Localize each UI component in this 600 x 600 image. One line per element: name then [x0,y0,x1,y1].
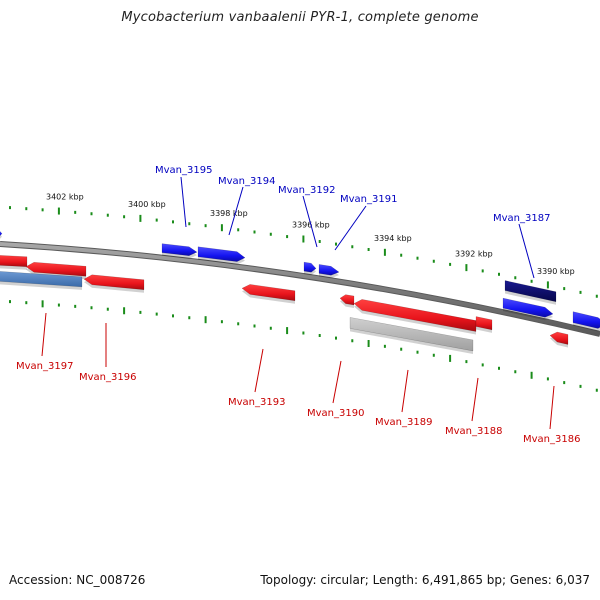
forward-gene [572,311,600,332]
callout-line [302,195,318,248]
scale-label: 3398 kbp [210,209,248,218]
forward-gene [0,230,3,239]
callout-line [180,176,187,228]
reverse-gene-label: Mvan_3193 [228,397,285,408]
forward-gene [502,297,554,321]
genome-title: Mycobacterium vanbaalenii PYR-1, complet… [121,10,479,25]
reverse-gene-label: Mvan_3189 [375,417,432,428]
reverse-gene [0,255,28,270]
forward-gene [161,243,198,259]
reverse-gene [475,316,493,333]
callout-line [401,369,409,413]
forward-gene-label: Mvan_3194 [218,176,275,187]
reverse-gene-highlighted [0,271,83,290]
reverse-gene-label: Mvan_3197 [16,361,73,372]
callout-line [334,205,367,251]
forward-gene-label: Mvan_3195 [155,165,212,176]
callout-line [518,223,535,279]
backbone-line [0,242,600,336]
callout-line [332,360,342,404]
reverse-gene-grey [349,317,474,354]
scale-label: 3402 kbp [46,192,84,201]
callout-line [471,377,479,422]
reverse-gene-label: Mvan_3188 [445,426,502,437]
callout-line [228,186,244,236]
forward-gene-label: Mvan_3192 [278,185,335,196]
forward-gene-label: Mvan_3187 [493,213,550,224]
callout-line [549,385,555,430]
gene-features [0,230,600,354]
genome-backbone [0,241,600,337]
reverse-gene [83,274,145,293]
reverse-scale-ticks [9,300,598,392]
reverse-gene-label: Mvan_3186 [523,434,580,445]
scale-label: 3400 kbp [128,200,166,209]
reverse-gene [241,284,296,304]
forward-scale-ticks [9,206,598,298]
callout-line [254,348,264,393]
forward-gene-label: Mvan_3191 [340,194,397,205]
scale-label: 3394 kbp [374,234,412,243]
scale-label: 3392 kbp [455,250,493,259]
topology-summary: Topology: circular; Length: 6,491,865 bp… [260,573,590,587]
forward-gene [303,261,317,276]
forward-gene [318,264,340,279]
forward-gene [197,246,246,265]
reverse-gene [549,331,569,348]
reverse-gene-label: Mvan_3196 [79,372,136,383]
callout-line [41,312,47,357]
reverse-gene [339,294,355,309]
reverse-gene-label: Mvan_3190 [307,408,364,419]
scale-label: 3390 kbp [537,267,575,276]
accession-label: Accession: NC_008726 [9,573,146,587]
forward-gene-highlighted [504,280,557,305]
